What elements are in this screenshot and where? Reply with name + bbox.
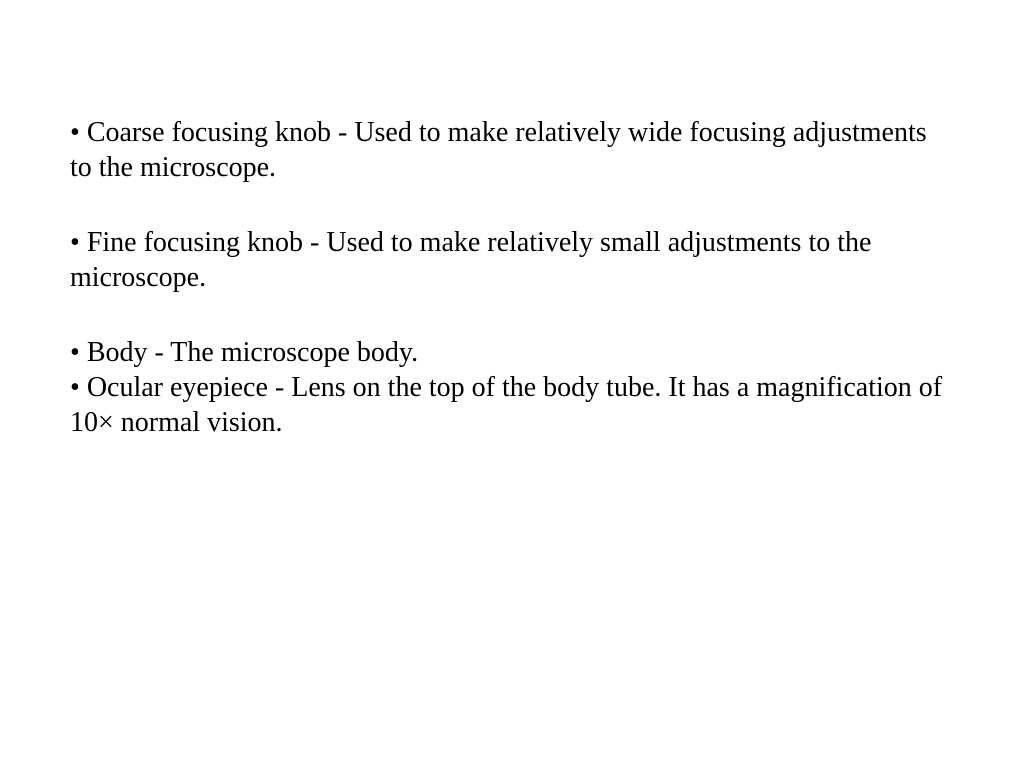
bullet-group: • Coarse focusing knob - Used to make re… — [70, 115, 954, 185]
bullet-group: • Body - The microscope body. • Ocular e… — [70, 335, 954, 440]
bullet-marker: • — [70, 227, 80, 258]
bullet-item: • Fine focusing knob - Used to make rela… — [70, 225, 954, 295]
bullet-item: • Body - The microscope body. — [70, 335, 954, 370]
bullet-item: • Ocular eyepiece - Lens on the top of t… — [70, 370, 954, 440]
bullet-marker: • — [70, 372, 80, 403]
slide-content: • Coarse focusing knob - Used to make re… — [0, 0, 1024, 768]
bullet-marker: • — [70, 117, 80, 148]
bullet-text: Ocular eyepiece - Lens on the top of the… — [70, 372, 942, 438]
bullet-text: Coarse focusing knob - Used to make rela… — [70, 117, 927, 183]
bullet-text: Fine focusing knob - Used to make relati… — [70, 227, 871, 293]
bullet-group: • Fine focusing knob - Used to make rela… — [70, 225, 954, 295]
bullet-marker: • — [70, 337, 80, 368]
bullet-text: Body - The microscope body. — [87, 337, 418, 368]
bullet-item: • Coarse focusing knob - Used to make re… — [70, 115, 954, 185]
